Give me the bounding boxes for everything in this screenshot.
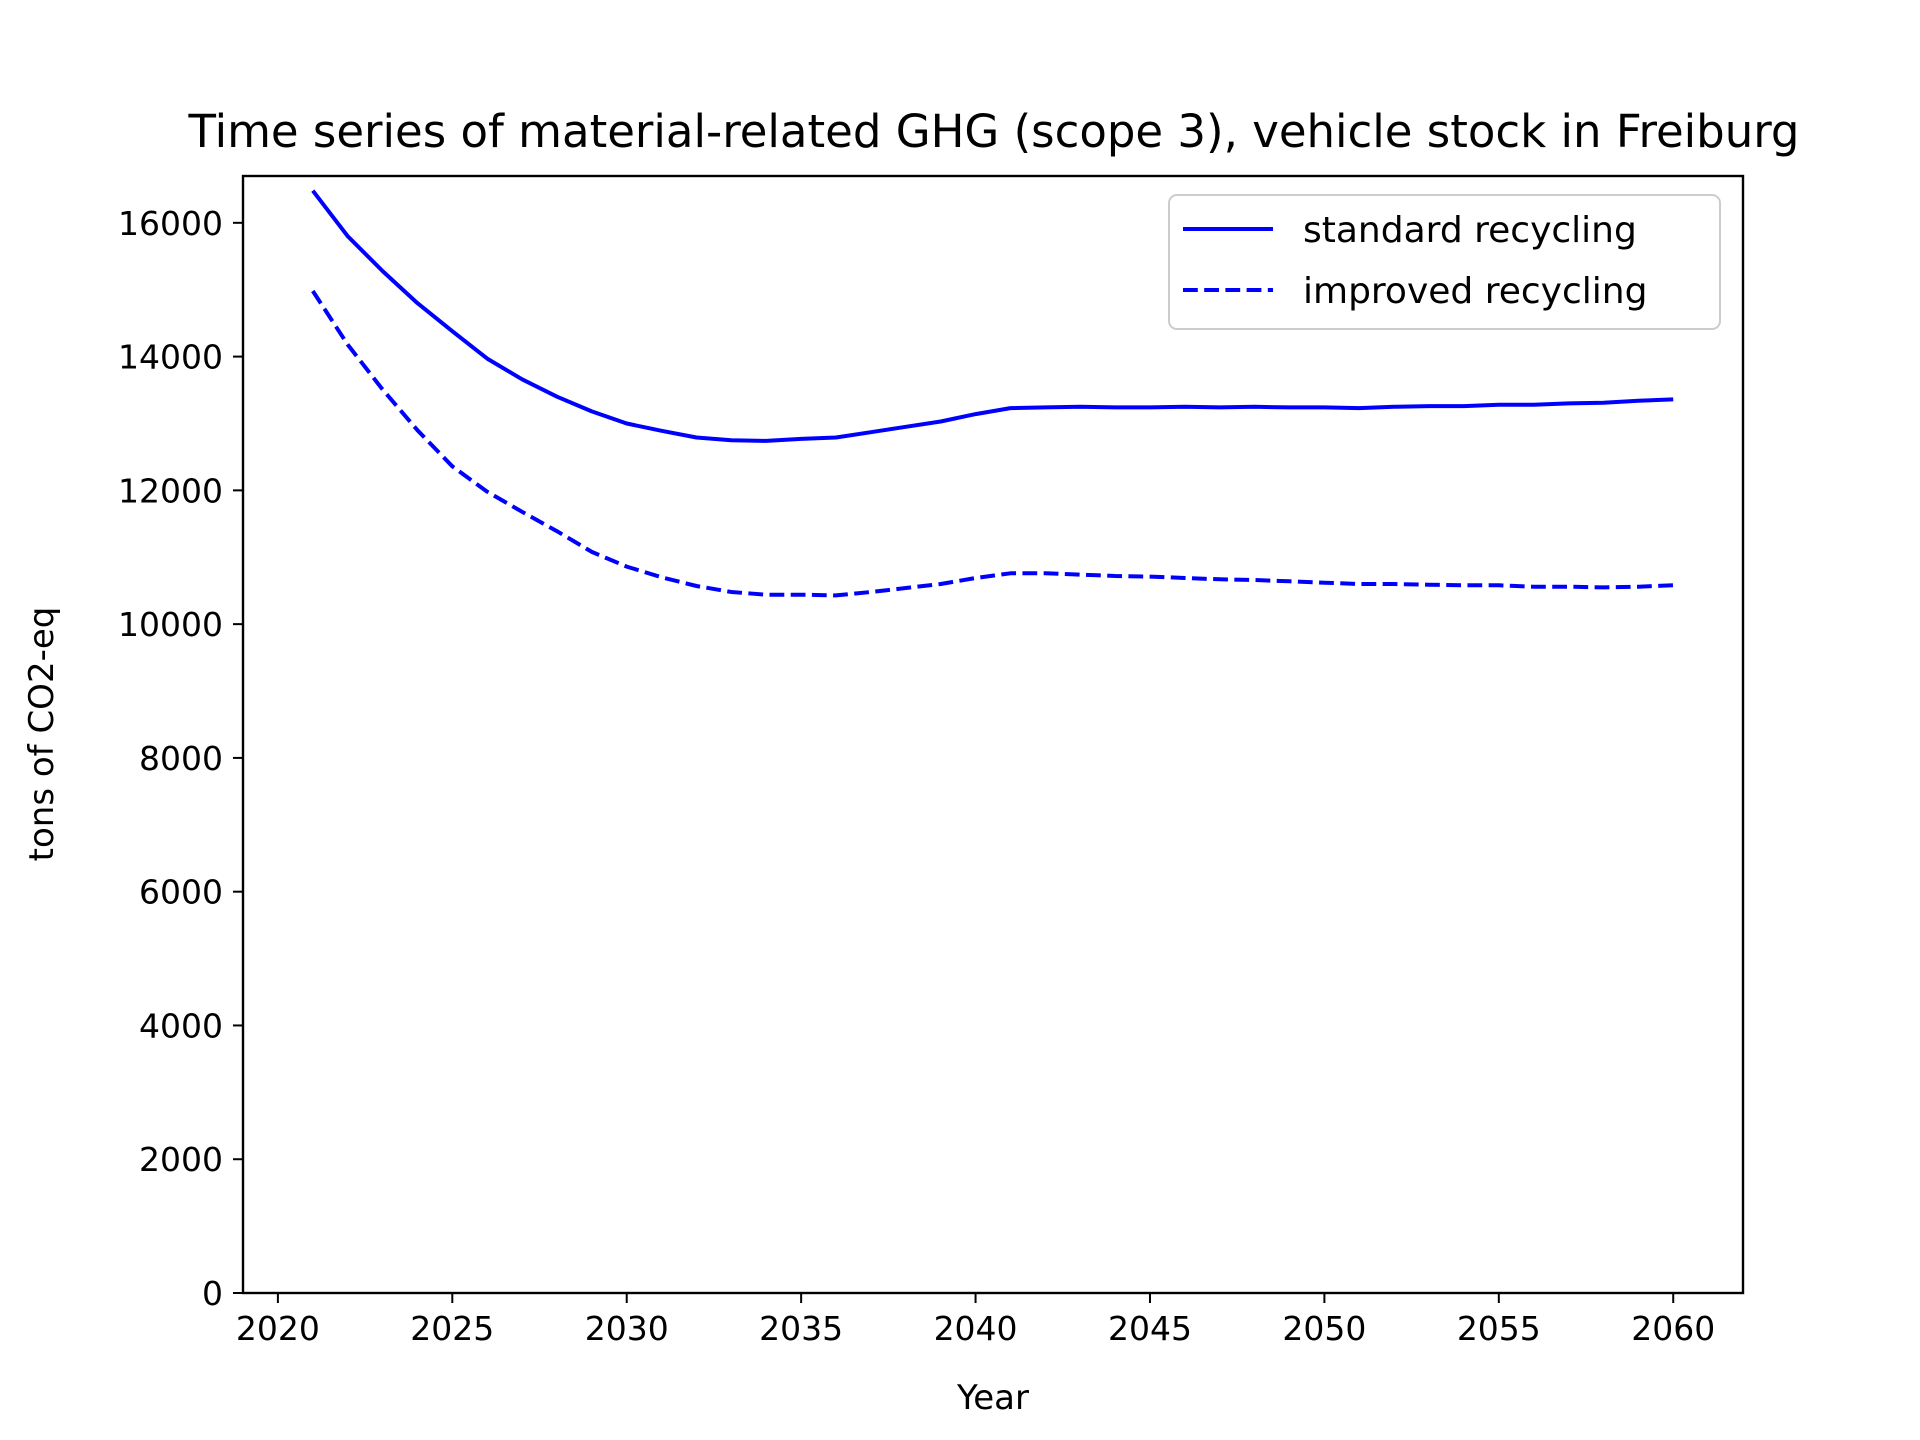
x-tick-label: 2055 (1457, 1309, 1541, 1348)
x-axis-title: Year (956, 1378, 1029, 1418)
series-line-improved-recycling (311, 289, 1674, 598)
y-tick-label: 16000 (118, 204, 223, 243)
series-line-standard-recycling (311, 189, 1674, 443)
legend-label-standard-recycling: standard recycling (1303, 210, 1637, 251)
legend: standard recycling improved recycling (1168, 194, 1721, 330)
chart-title: Time series of material-related GHG (sco… (187, 105, 1799, 158)
x-tick-label: 2045 (1108, 1309, 1192, 1348)
x-tick-label: 2040 (934, 1309, 1018, 1348)
series-group (311, 189, 1674, 598)
y-tick-label: 8000 (139, 739, 223, 778)
plot-area-frame (241, 174, 1745, 1295)
legend-label-improved-recycling: improved recycling (1303, 271, 1647, 312)
y-tick-label: 10000 (118, 605, 223, 644)
x-axis: 2020 2025 2030 2035 2040 2045 2050 2055 2060 (236, 1293, 1715, 1348)
y-tick-label: 2000 (139, 1140, 223, 1179)
x-tick-label: 2020 (236, 1309, 320, 1348)
y-tick-label: 4000 (139, 1006, 223, 1045)
y-axis: 0 2000 4000 6000 8000 10000 12000 14000 16000 (118, 204, 243, 1313)
y-tick-label: 6000 (139, 873, 223, 912)
x-tick-label: 2050 (1282, 1309, 1366, 1348)
legend-box (1168, 194, 1721, 330)
x-tick-label: 2060 (1631, 1309, 1715, 1348)
y-tick-label: 0 (202, 1274, 223, 1313)
y-axis-title: tons of CO2-eq (22, 607, 62, 862)
y-tick-label: 12000 (118, 471, 223, 510)
x-tick-label: 2030 (585, 1309, 669, 1348)
y-tick-label: 14000 (118, 338, 223, 377)
x-tick-label: 2035 (759, 1309, 843, 1348)
x-tick-label: 2025 (410, 1309, 494, 1348)
